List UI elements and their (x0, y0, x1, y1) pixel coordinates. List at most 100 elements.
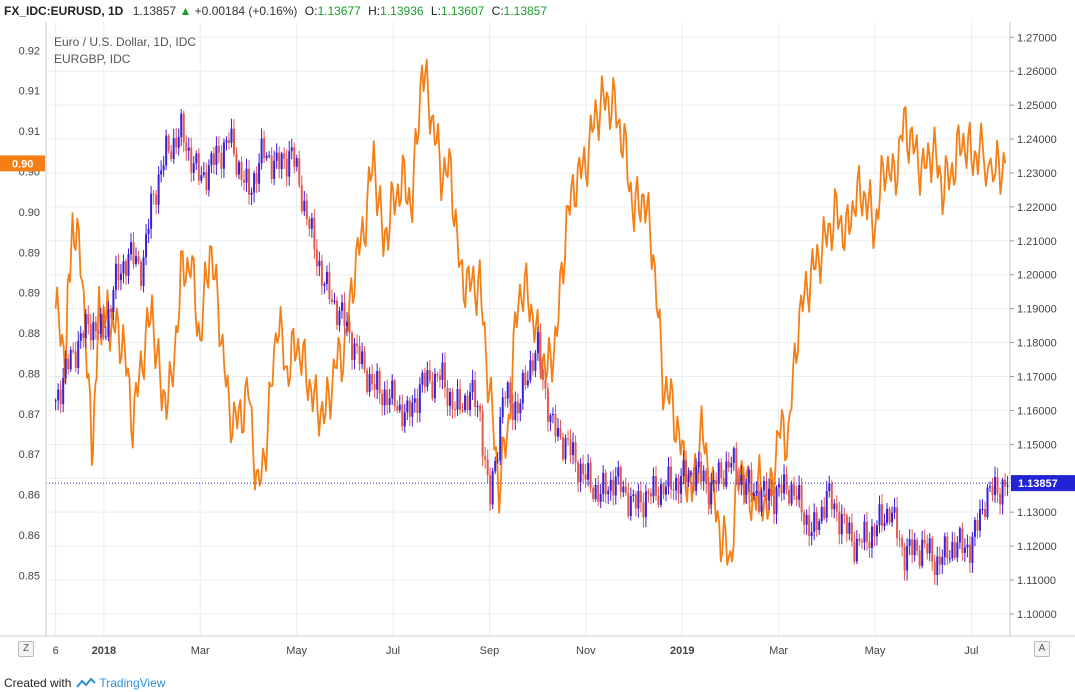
candle-body (499, 417, 502, 461)
candle-body (348, 321, 351, 333)
right-current-badge-label: 1.13857 (1018, 478, 1058, 490)
candle-body (923, 539, 926, 544)
low-label: L: (430, 4, 441, 18)
eurgbp-line (54, 58, 1007, 566)
left-tick-label: 0.92 (19, 45, 40, 57)
candle-body (273, 160, 276, 179)
candle-body (727, 461, 730, 468)
legend-main-series[interactable]: Euro / U.S. Dollar, 1D, IDC (54, 35, 197, 49)
candle-body (667, 466, 670, 487)
candle-body (901, 538, 904, 547)
candle-body (406, 400, 409, 413)
timezone-button[interactable]: Z (18, 641, 34, 657)
candle-body (672, 489, 675, 491)
candle-body (690, 472, 693, 475)
candle-body (469, 392, 472, 410)
candle-body (996, 476, 999, 494)
time-tick-label: Jul (386, 645, 400, 657)
legend-secondary-series[interactable]: EURGBP, IDC (54, 52, 131, 66)
candle-body (54, 400, 57, 402)
candle-body (712, 480, 715, 483)
candle-body (212, 153, 215, 165)
candle-body (918, 550, 921, 566)
time-tick-label: May (286, 645, 307, 657)
candle-body (74, 351, 77, 368)
open-value: 1.13677 (317, 4, 361, 18)
candle-body (315, 249, 318, 267)
candle-body (393, 380, 396, 407)
candle-body (873, 526, 876, 537)
candle-body (519, 403, 522, 414)
candle-body (192, 163, 195, 173)
candle-body (878, 504, 881, 526)
candle-body (599, 494, 602, 502)
candle-body (541, 369, 544, 380)
left-tick-label: 0.85 (19, 570, 40, 582)
low-value: 1.13607 (440, 4, 485, 18)
candle-body (886, 508, 889, 523)
candle-body (870, 526, 873, 548)
candle-body (529, 360, 532, 381)
candle-body (140, 261, 143, 286)
candle-body (471, 380, 474, 393)
candle-body (913, 539, 916, 555)
candle-body (855, 538, 858, 562)
candle-body (413, 398, 416, 403)
candle-body (376, 370, 379, 390)
candle-body (778, 484, 781, 488)
candle-body (818, 521, 821, 531)
candle-body (820, 506, 823, 522)
candle-body (232, 128, 235, 155)
candle-body (624, 486, 627, 494)
candle-body (137, 256, 140, 262)
candle-body (577, 462, 580, 483)
up-arrow-icon: ▲ (179, 4, 192, 18)
candle-body (752, 493, 755, 496)
candle-body (544, 379, 547, 389)
candle-body (371, 374, 374, 385)
candle-body (800, 484, 803, 513)
candle-body (92, 321, 95, 341)
candle-body (323, 283, 326, 286)
candle-body (647, 491, 650, 494)
candle-body (155, 194, 158, 205)
candle-body (180, 113, 183, 137)
candle-body (609, 479, 612, 491)
candle-body (687, 474, 690, 483)
candle-body (860, 541, 863, 543)
candle-body (898, 538, 901, 540)
candle-body (710, 482, 713, 505)
candle-body (175, 138, 178, 148)
candle-body (59, 389, 62, 405)
right-tick-label: 1.23000 (1017, 168, 1057, 180)
candle-body (190, 147, 193, 173)
candle-body (124, 261, 127, 276)
candle-body (205, 172, 208, 191)
candle-body (300, 185, 303, 212)
auto-scale-button[interactable]: A (1034, 641, 1050, 657)
candle-body (248, 168, 251, 195)
tradingview-brand[interactable]: TradingView (76, 676, 165, 690)
candle-body (715, 480, 718, 485)
left-tick-label: 0.86 (19, 490, 40, 502)
right-tick-label: 1.27000 (1017, 32, 1057, 44)
candle-body (386, 389, 389, 405)
symbol-name[interactable]: FX_IDC:EURUSD, 1D (4, 4, 124, 18)
symbol-header: FX_IDC:EURUSD, 1D 1.13857 ▲ +0.00184 (+0… (4, 2, 547, 20)
time-axis[interactable]: 6 2018 Mar May Jul Sep Nov 2019 Mar May Jul (53, 645, 979, 657)
candle-body (403, 412, 406, 427)
candle-body (697, 461, 700, 467)
price-change: +0.00184 (+0.16%) (194, 4, 298, 18)
candle-body (298, 158, 301, 186)
candle-body (268, 155, 271, 157)
left-tick-label: 0.87 (19, 409, 40, 421)
candle-body (858, 538, 861, 542)
candle-body (868, 541, 871, 548)
candle-body (594, 485, 597, 500)
candle-body (584, 474, 587, 480)
candle-body (253, 173, 256, 193)
candle-body (850, 522, 853, 542)
candle-body (378, 370, 381, 394)
candle-body (971, 536, 974, 563)
